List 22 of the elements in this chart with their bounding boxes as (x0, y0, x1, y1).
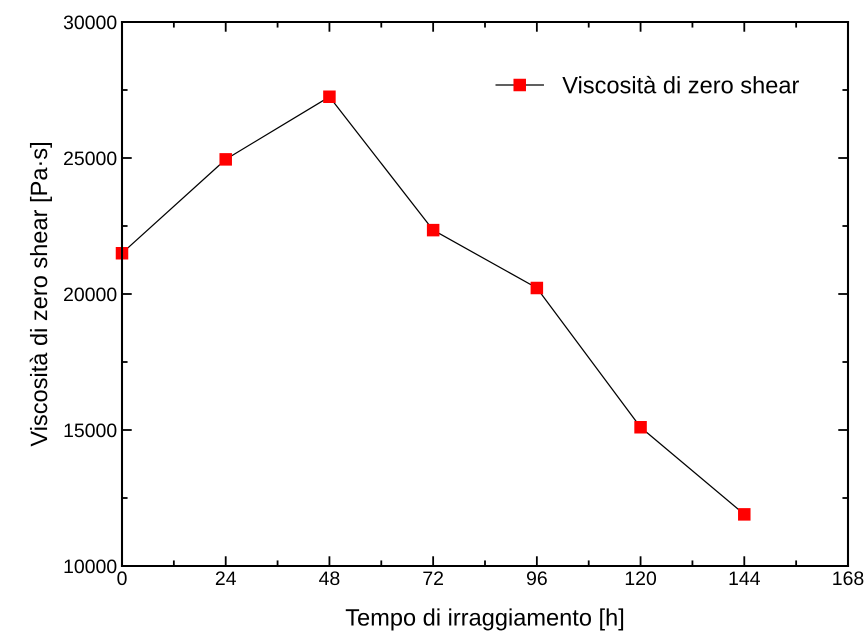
x-tick-label: 168 (833, 571, 864, 586)
point (738, 508, 751, 521)
x-tick-label: 144 (730, 572, 760, 585)
point (323, 90, 336, 104)
x-tick-label: 96 (526, 571, 547, 586)
legend-label: Viscosità di zero shear (562, 76, 799, 94)
x-tick-label: 0 (117, 571, 127, 586)
point (634, 421, 647, 434)
x-tick-label: 120 (626, 571, 656, 586)
y-tick-label: 25000 (64, 151, 116, 166)
point (426, 224, 440, 236)
y-tick-label: 30000 (64, 15, 116, 30)
y-tick-label: 10000 (64, 559, 116, 574)
x-tick-label: 24 (216, 571, 236, 585)
x-tick-label: 72 (423, 571, 443, 585)
y-tick-label: 20000 (64, 287, 116, 302)
x-axis-title: Tempo di irraggiamento [h] (346, 608, 624, 630)
x-tick-label: 48 (319, 571, 340, 586)
y-axis-title: Viscosità di zero shear [Pa·s] (30, 143, 52, 447)
point (530, 282, 544, 294)
y-tick-label: 15000 (64, 423, 116, 438)
point (219, 153, 232, 166)
